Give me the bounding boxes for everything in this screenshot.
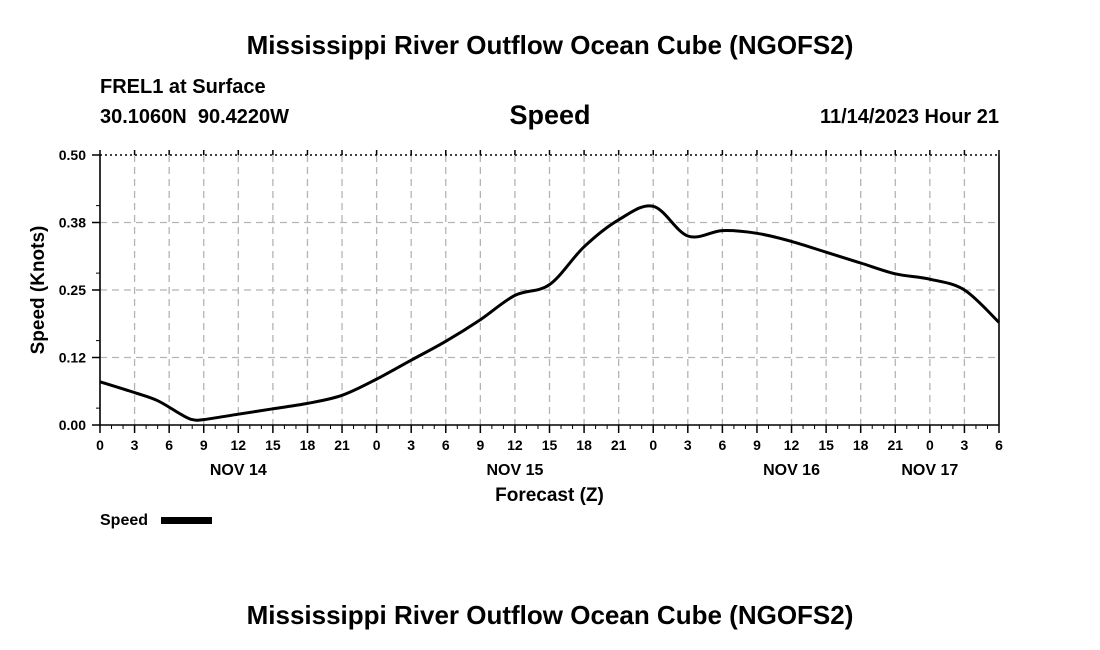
series-layer	[99, 204, 1001, 422]
x-tick-label: 21	[611, 437, 627, 453]
x-tick-label: 6	[718, 437, 726, 453]
legend-swatch	[161, 517, 212, 524]
date-label: NOV 14	[210, 462, 267, 479]
x-tick-label: 9	[200, 437, 208, 453]
x-tick-label: 9	[753, 437, 761, 453]
x-tick-label: 3	[407, 437, 415, 453]
x-tick-label: 0	[96, 437, 104, 453]
forecast-datetime: 11/14/2023 Hour 21	[819, 106, 999, 128]
y-tick-label: 0.12	[59, 350, 86, 366]
chart-main-title: Mississippi River Outflow Ocean Cube (NG…	[246, 30, 854, 60]
y-tick-label: 0.25	[59, 282, 86, 298]
x-tick-label: 12	[784, 437, 800, 453]
footer-title: Mississippi River Outflow Ocean Cube (NG…	[246, 600, 854, 630]
y-tick-label: 0.38	[59, 215, 86, 231]
labels-layer: 0 3 6 9 12 15 18 21 0 3 6 9 12 15 18 21 0 3 6 9 12 15 18 21 0 3 6 0…	[28, 147, 1003, 529]
y-tick-label: 0.50	[59, 147, 86, 163]
x-tick-label: 15	[542, 437, 558, 453]
x-tick-label: 21	[334, 437, 350, 453]
x-tick-label: 6	[165, 437, 173, 453]
x-tick-label: 18	[853, 437, 869, 453]
x-tick-label: 15	[818, 437, 834, 453]
x-tick-label: 18	[300, 437, 316, 453]
x-tick-label: 0	[926, 437, 934, 453]
x-tick-label: 12	[507, 437, 523, 453]
x-tick-label: 0	[373, 437, 381, 453]
x-tick-label: 21	[887, 437, 903, 453]
coordinates-label: 30.1060N 90.4220W	[100, 106, 290, 128]
x-tick-label: 6	[442, 437, 450, 453]
x-axis-title: Forecast (Z)	[495, 485, 604, 506]
date-label: NOV 17	[901, 462, 958, 479]
legend-label: Speed	[100, 512, 148, 529]
x-tick-label: 12	[231, 437, 247, 453]
y-tick-label: 0.00	[59, 417, 86, 433]
axes-layer	[92, 150, 1000, 433]
x-tick-label: 0	[649, 437, 657, 453]
date-label: NOV 16	[763, 462, 820, 479]
date-label: NOV 15	[486, 462, 543, 479]
y-axis-title: Speed (Knots)	[28, 226, 49, 355]
x-tick-label: 3	[961, 437, 969, 453]
x-tick-label: 15	[265, 437, 281, 453]
x-tick-label: 3	[131, 437, 139, 453]
x-tick-label: 6	[995, 437, 1003, 453]
x-tick-label: 9	[476, 437, 484, 453]
station-label: FREL1 at Surface	[100, 76, 266, 98]
x-tick-label: 18	[576, 437, 592, 453]
speed-series-line	[99, 204, 1001, 422]
x-tick-label: 3	[684, 437, 692, 453]
grid-layer	[100, 155, 999, 425]
chart-subtitle: Speed	[509, 100, 591, 130]
